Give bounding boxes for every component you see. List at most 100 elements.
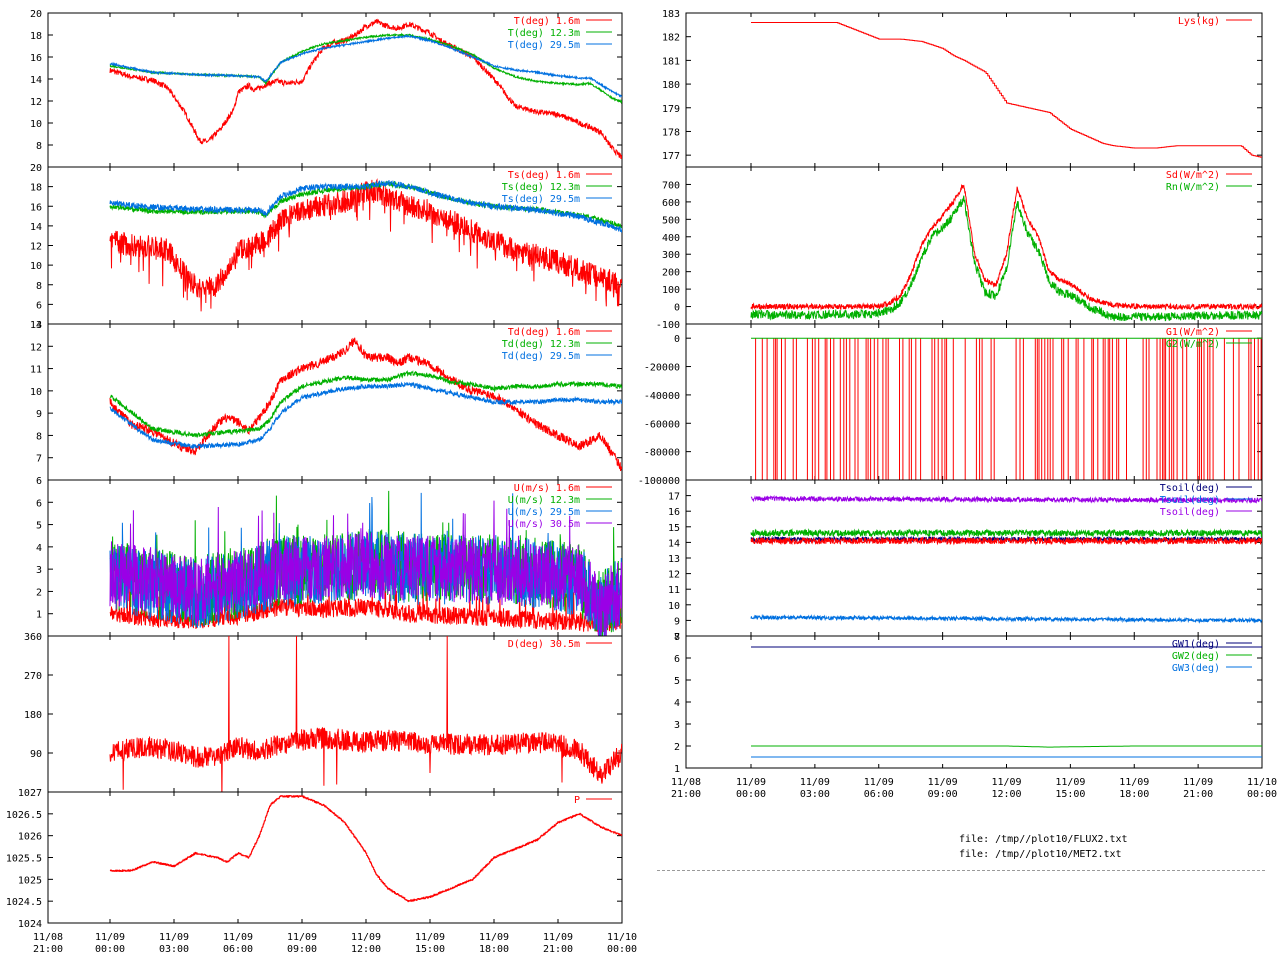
x-tick-time: 21:00 <box>1183 789 1213 800</box>
divider-line <box>657 870 1265 871</box>
y-tick-label: 10 <box>30 119 42 130</box>
y-tick-label: 8 <box>36 281 42 292</box>
x-tick-day: 11/10 <box>1247 777 1277 788</box>
x-tick-day: 11/09 <box>159 932 189 943</box>
series-line-3 <box>109 381 622 450</box>
x-tick-time: 00:00 <box>736 789 766 800</box>
y-tick-label: 1025 <box>18 875 42 886</box>
y-tick-label: 9 <box>674 616 680 627</box>
panel-R1: 183 182 181 180 179 178 177 Lys(kg) <box>662 9 1263 168</box>
y-tick-label: 6 <box>36 300 42 311</box>
panel-R4: 171615141312111098Tsoil(deg)Tsoil(deg)Ts… <box>668 479 1263 643</box>
legend-label: T(deg) 29.5m <box>508 40 580 51</box>
panel-L5: 360 270 180 90 D(deg) 30.5m <box>24 632 623 793</box>
legend-label: Tsoil(deg) <box>1160 483 1220 494</box>
y-tick-label: 10 <box>30 387 42 398</box>
series-line-2 <box>750 195 1262 322</box>
panel-L6: 1027 1026.5 1026 1025.5 1025 1024.5 1024 P <box>6 788 623 930</box>
series-line-3 <box>750 494 1262 504</box>
legend-label: T(deg) 1.6m <box>514 16 580 27</box>
series-line-4 <box>750 528 1262 539</box>
plot-area <box>750 494 1262 624</box>
legend-label: U(m/s) 30.5m <box>508 519 580 530</box>
y-tick-label: 1026 <box>18 832 42 843</box>
plot-area <box>750 183 1262 322</box>
y-tick-label: 600 <box>662 198 680 209</box>
y-tick-label: 20 <box>30 163 42 174</box>
x-tick-day: 11/08 <box>33 932 63 943</box>
legend-label: Ts(deg) 1.6m <box>508 170 580 181</box>
y-tick-label: 12 <box>30 97 42 108</box>
y-tick-label: 11 <box>668 585 680 596</box>
x-tick-day: 11/09 <box>736 777 766 788</box>
y-tick-label: 180 <box>662 80 680 91</box>
y-tick-label: -80000 <box>644 448 680 459</box>
series-line-2 <box>751 745 1262 748</box>
x-tick-day: 11/09 <box>1119 777 1149 788</box>
y-tick-label: -60000 <box>644 419 680 430</box>
plot-area <box>109 490 622 636</box>
x-tick-day: 11/09 <box>287 932 317 943</box>
y-tick-label: 14 <box>30 222 42 233</box>
series-line-3 <box>109 33 622 98</box>
y-tick-label: 90 <box>30 749 42 760</box>
y-tick-label: 12 <box>30 242 42 253</box>
y-tick-label: 18 <box>30 31 42 42</box>
plot-area <box>109 795 622 903</box>
y-tick-label: 20 <box>30 9 42 20</box>
x-tick-time: 18:00 <box>479 944 509 955</box>
y-tick-label: 14 <box>668 538 680 549</box>
legend-label: Td(deg) 29.5m <box>502 351 580 362</box>
y-tick-label: 6 <box>36 498 42 509</box>
y-tick-label: 200 <box>662 268 680 279</box>
panel-L4: 6 5 4 3 2 1 U(m/s) 1.6mU(m/s) 12.3mU(m/s) 29.5… <box>36 479 623 637</box>
legend-label: GW3(deg) <box>1172 663 1220 674</box>
panel-frame <box>47 635 623 793</box>
y-tick-label: 4 <box>36 543 42 554</box>
x-tick-day: 11/09 <box>479 932 509 943</box>
legend-label: Sd(W/m^2) <box>1166 170 1220 181</box>
legend-label: Lys(kg) <box>1178 16 1220 27</box>
panel-frame <box>47 791 623 924</box>
y-tick-label: 7 <box>36 454 42 465</box>
series-line-3 <box>109 179 622 233</box>
x-tick-day: 11/10 <box>607 932 637 943</box>
y-tick-label: 7 <box>674 632 680 643</box>
y-tick-label: 182 <box>662 33 680 44</box>
x-tick-time: 15:00 <box>1055 789 1085 800</box>
y-tick-label: 183 <box>662 9 680 20</box>
y-tick-label: 4 <box>36 320 42 331</box>
x-tick-time: 00:00 <box>95 944 125 955</box>
y-tick-label: 180 <box>24 710 42 721</box>
legend-label: Tsoil(deg) <box>1160 507 1220 518</box>
y-tick-label: 1025.5 <box>6 854 42 865</box>
panel-R3: 0 -20000 -40000 -60000 -80000 -100000 G1(W/m^2… <box>638 323 1263 487</box>
series-line-2 <box>750 613 1262 624</box>
y-tick-label: 16 <box>30 202 42 213</box>
y-tick-label: 1024.5 <box>6 897 42 908</box>
y-tick-label: 177 <box>662 151 680 162</box>
legend-label: Td(deg) 12.3m <box>502 339 580 350</box>
legend-label: GW1(deg) <box>1172 639 1220 650</box>
y-tick-label: 500 <box>662 215 680 226</box>
x-tick-day: 11/09 <box>1183 777 1213 788</box>
y-tick-label: -40000 <box>644 391 680 402</box>
x-tick-day: 11/09 <box>415 932 445 943</box>
y-tick-label: 1 <box>36 610 42 621</box>
file-label-met: file: /tmp//plot10/MET2.txt <box>959 849 1122 860</box>
x-tick-day: 11/09 <box>928 777 958 788</box>
y-tick-label: 8 <box>674 632 680 643</box>
x-tick-day: 11/09 <box>991 777 1021 788</box>
y-tick-label: 360 <box>24 632 42 643</box>
y-tick-label: 6 <box>674 654 680 665</box>
x-tick-time: 21:00 <box>671 789 701 800</box>
y-tick-label: 300 <box>662 250 680 261</box>
x-tick-time: 06:00 <box>223 944 253 955</box>
y-tick-label: 2 <box>674 742 680 753</box>
y-tick-label: 11 <box>30 365 42 376</box>
x-tick-time: 15:00 <box>415 944 445 955</box>
y-tick-label: 14 <box>30 75 42 86</box>
panel-R2: 700 600 500 400 300 200 100 0 -100 Sd(W/m^2)Rn(W/… <box>656 166 1263 331</box>
plot-area <box>109 178 622 312</box>
